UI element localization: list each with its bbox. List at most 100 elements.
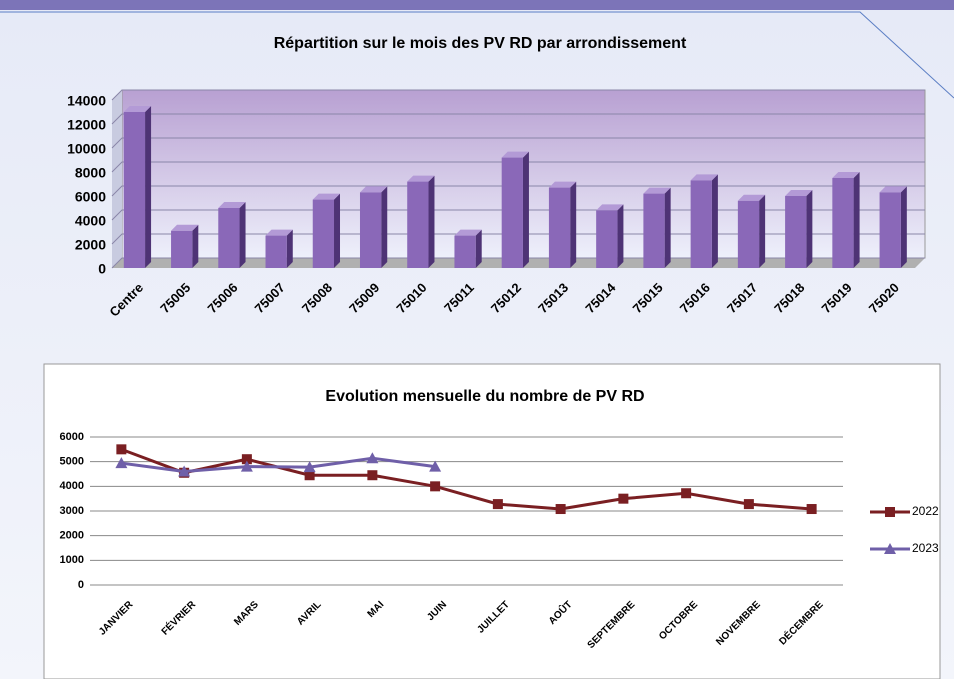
marker: [430, 481, 441, 492]
bar-side: [759, 194, 766, 268]
y-tick-label: 2000: [60, 530, 84, 542]
bar: [171, 230, 193, 268]
bar-top: [832, 172, 860, 178]
marker: [303, 461, 316, 473]
y-tick-label: 1000: [60, 554, 84, 566]
marker: [555, 504, 566, 515]
legend-marker: [884, 543, 896, 554]
bar-top: [643, 187, 671, 194]
bar-top: [171, 224, 199, 231]
bar: [265, 235, 287, 268]
bar-top: [690, 174, 718, 181]
bar-side: [428, 175, 435, 268]
y-tick-label: 4000: [75, 213, 106, 229]
top-band: [0, 0, 954, 10]
bar-top: [265, 229, 293, 236]
bar-side: [617, 204, 624, 268]
bar-top: [454, 229, 482, 236]
marker: [806, 504, 817, 515]
bar-top: [218, 202, 246, 208]
bar-side: [192, 224, 199, 268]
marker: [618, 493, 629, 504]
y-tick-label: 8000: [75, 165, 106, 181]
marker: [116, 444, 127, 455]
marker: [429, 460, 442, 472]
side-wall: [112, 90, 122, 268]
legend-label: 2023: [912, 541, 939, 555]
bar: [785, 196, 807, 268]
marker: [115, 457, 128, 469]
bar: [407, 181, 429, 268]
line-chart-box: [43, 363, 941, 680]
marker: [743, 499, 754, 510]
bar-top: [879, 186, 907, 193]
y-tick-label: 12000: [67, 117, 106, 133]
bar-side: [853, 172, 860, 268]
bar-top: [312, 193, 341, 200]
bar-top: [407, 175, 435, 182]
y-tick-label: 14000: [67, 93, 106, 109]
marker: [241, 454, 252, 465]
bar-top: [501, 151, 529, 158]
bar-side: [475, 229, 482, 268]
marker: [304, 470, 315, 481]
bar-side: [900, 186, 907, 268]
bar-side: [239, 202, 246, 268]
y-tick-label: 6000: [75, 189, 106, 205]
marker: [366, 452, 379, 464]
y-tick-label: 3000: [60, 505, 84, 517]
bar: [454, 235, 476, 268]
legend-marker: [885, 507, 895, 517]
y-tick-label: 6000: [60, 431, 84, 443]
legend-label: 2022: [912, 504, 939, 518]
bar-side: [286, 229, 293, 268]
bar-top: [123, 106, 152, 112]
y-tick-label: 4000: [60, 480, 84, 492]
bar-side: [145, 106, 152, 268]
bar: [596, 210, 618, 268]
marker: [240, 460, 253, 472]
bar: [312, 199, 335, 268]
bar: [690, 180, 712, 268]
bar: [832, 178, 854, 268]
marker: [367, 470, 378, 481]
marker: [492, 499, 503, 510]
bar-side: [806, 190, 813, 268]
bar: [359, 192, 382, 268]
bar-side: [664, 187, 671, 268]
marker: [178, 465, 191, 477]
grid-line: [111, 185, 925, 197]
grid-line: [111, 113, 925, 125]
y-tick-label: 2000: [75, 237, 106, 253]
marker: [681, 488, 692, 499]
bar: [548, 187, 571, 268]
bar-side: [711, 174, 718, 268]
bar-side: [570, 181, 577, 268]
bar: [501, 157, 523, 268]
bar: [643, 193, 665, 268]
y-tick-label: 5000: [60, 456, 84, 468]
bar-top: [596, 204, 624, 211]
chart-title: Evolution mensuelle du nombre de PV RD: [325, 388, 644, 405]
bar-top: [548, 181, 577, 188]
series-line: [121, 456, 436, 474]
grid-line: [111, 161, 925, 173]
grid-line: [111, 89, 925, 101]
bar: [123, 112, 146, 268]
bar-side: [381, 186, 388, 268]
bar-side: [334, 193, 341, 268]
bar-top: [737, 194, 766, 201]
frame-line: [0, 11, 954, 99]
bar: [879, 192, 901, 268]
bar-top: [359, 186, 388, 193]
series-line: [120, 447, 812, 511]
y-tick-label: 0: [78, 579, 84, 591]
y-tick-label: 0: [98, 261, 106, 277]
bar-side: [522, 151, 529, 268]
y-tick-label: 10000: [67, 141, 106, 157]
grid-line: [111, 137, 925, 149]
chart-title: Répartition sur le mois des PV RD par ar…: [274, 35, 687, 52]
bar: [737, 200, 760, 268]
bar-top: [785, 190, 813, 196]
